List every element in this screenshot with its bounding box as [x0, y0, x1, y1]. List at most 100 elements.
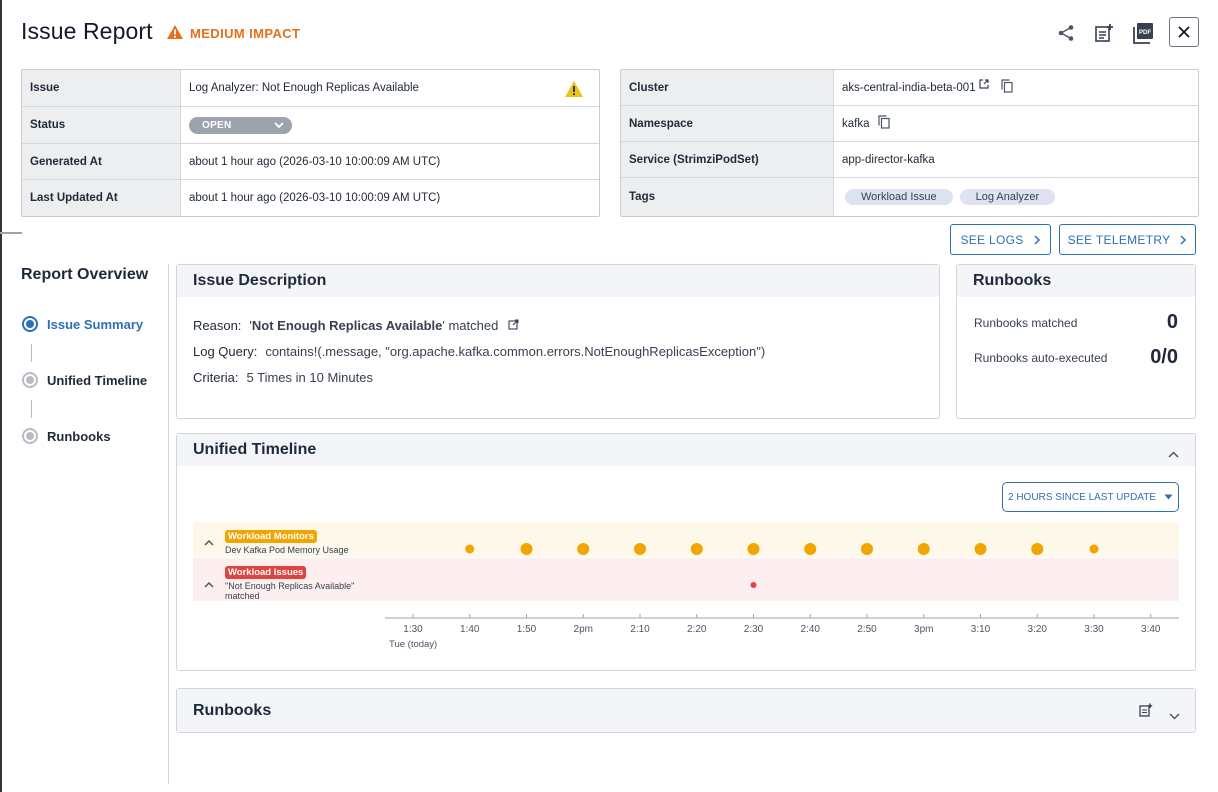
step-runbooks[interactable]: Runbooks	[22, 428, 111, 444]
tags-label: Tags	[621, 178, 834, 216]
cluster-info-table: Cluster aks-central-india-beta-001 Names…	[620, 69, 1199, 217]
tags-row: Tags Workload Issue Log Analyzer	[621, 178, 1198, 216]
tag-chip: Log Analyzer	[959, 189, 1056, 205]
reason-line: Reason: 'Not Enough Replicas Available' …	[193, 318, 519, 333]
monitor-event-dot[interactable]	[1089, 544, 1099, 554]
criteria-value: 5 Times in 10 Minutes	[246, 370, 373, 385]
runbooks-section-title: Runbooks	[177, 689, 1195, 732]
query-line: Log Query: contains!(.message, "org.apac…	[193, 344, 766, 359]
external-link-icon[interactable]	[979, 79, 989, 92]
generated-label: Generated At	[22, 144, 181, 179]
monitor-event-dot[interactable]	[861, 543, 873, 555]
generated-row: Generated At about 1 hour ago (2026-03-1…	[22, 144, 599, 180]
tick-label: 1:30	[403, 624, 423, 635]
updated-row: Last Updated At about 1 hour ago (2026-0…	[22, 180, 599, 216]
lane-subtitle: "Not Enough Replicas Available" matched	[225, 581, 355, 601]
step-active-dot-icon	[22, 316, 38, 332]
issue-description-card: Issue Description Reason: 'Not Enough Re…	[176, 264, 940, 419]
tick-label: 2:30	[743, 624, 764, 635]
tick-label: 2:50	[857, 624, 877, 635]
monitor-event-dot[interactable]	[747, 543, 760, 555]
service-label: Service (StrimziPodSet)	[621, 142, 834, 177]
chevron-right-icon	[1180, 234, 1187, 245]
warning-icon	[166, 24, 184, 43]
monitor-event-dot[interactable]	[634, 543, 646, 555]
copy-icon[interactable]	[877, 115, 890, 132]
timeline-title: Unified Timeline	[177, 434, 1195, 466]
tick-label: 3:30	[1084, 624, 1104, 635]
pdf-icon[interactable]: PDF	[1130, 20, 1156, 46]
status-value: OPEN	[202, 119, 232, 131]
status-label: Status	[22, 107, 181, 143]
status-row: Status OPEN	[22, 107, 599, 144]
copy-icon[interactable]	[1001, 79, 1013, 96]
criteria-line: Criteria: 5 Times in 10 Minutes	[193, 370, 373, 385]
sidebar-divider	[168, 264, 169, 784]
tick-label: 1:50	[516, 624, 537, 635]
external-link-icon[interactable]	[508, 318, 519, 333]
service-row: Service (StrimziPodSet) app-director-kaf…	[621, 142, 1198, 178]
step-unified-timeline[interactable]: Unified Timeline	[22, 372, 147, 388]
monitor-event-dot[interactable]	[520, 543, 533, 555]
share-icon[interactable]	[1053, 20, 1079, 46]
monitor-event-dot[interactable]	[577, 543, 590, 555]
add-note-icon[interactable]	[1091, 20, 1117, 46]
updated-label: Last Updated At	[22, 180, 181, 216]
tick-label: 3:10	[970, 624, 991, 635]
see-logs-button[interactable]: SEE LOGS	[950, 224, 1051, 255]
tick-label: 1:40	[460, 624, 480, 635]
status-dropdown[interactable]: OPEN	[189, 116, 292, 134]
issue-event-dot[interactable]	[750, 582, 757, 588]
namespace-value: kafka	[842, 117, 870, 130]
issue-info-table: Issue Log Analyzer: Not Enough Replicas …	[21, 69, 600, 217]
see-telemetry-button[interactable]: SEE TELEMETRY	[1059, 224, 1196, 255]
runbooks-auto-value: 0/0	[1150, 346, 1178, 368]
monitor-event-dot[interactable]	[1031, 543, 1044, 555]
page-title: Issue Report	[21, 18, 153, 44]
lane-chevron-up-icon[interactable]	[204, 533, 214, 551]
time-range-dropdown[interactable]: 2 HOURS SINCE LAST UPDATE	[1002, 482, 1179, 512]
runbooks-summary-title: Runbooks	[957, 265, 1195, 297]
cluster-label: Cluster	[621, 70, 834, 105]
lane-workload-monitors: Workload Monitors Dev Kafka Pod Memory U…	[193, 522, 1179, 557]
impact-label: MEDIUM IMPACT	[190, 26, 301, 41]
step-issue-summary[interactable]: Issue Summary	[22, 316, 143, 332]
runbooks-summary-card: Runbooks Runbooks matched 0 Runbooks aut…	[956, 264, 1196, 419]
chevron-right-icon	[1034, 234, 1040, 245]
step-dot-icon	[22, 428, 38, 444]
alert-triangle-icon	[564, 80, 584, 101]
tag-chip: Workload Issue	[845, 189, 953, 205]
close-icon	[1178, 26, 1190, 38]
expand-chevron-down-icon[interactable]	[1169, 707, 1180, 725]
caret-down-icon	[1164, 494, 1173, 500]
tick-label: 2:20	[687, 624, 707, 635]
runbooks-section[interactable]: Runbooks	[176, 688, 1196, 733]
monitor-event-dot[interactable]	[804, 543, 817, 555]
tick-label: 3:40	[1141, 624, 1161, 635]
monitor-event-dot[interactable]	[974, 543, 987, 555]
monitor-event-dot[interactable]	[465, 544, 475, 554]
runbooks-auto-label: Runbooks auto-executed	[974, 351, 1108, 365]
close-button[interactable]	[1169, 17, 1199, 47]
lane-subtitle: Dev Kafka Pod Memory Usage	[225, 545, 349, 555]
monitor-event-dot[interactable]	[917, 543, 930, 555]
timeline-day-label: Tue (today)	[389, 639, 438, 650]
impact-badge: MEDIUM IMPACT	[166, 24, 300, 43]
add-note-icon[interactable]	[1139, 703, 1153, 722]
svg-text:PDF: PDF	[1139, 30, 1151, 36]
issue-description-title: Issue Description	[177, 265, 939, 297]
issue-label: Issue	[22, 70, 181, 106]
divider	[0, 232, 22, 234]
lane-chevron-up-icon[interactable]	[204, 575, 214, 593]
namespace-row: Namespace kafka	[621, 106, 1198, 142]
monitor-event-dot[interactable]	[690, 543, 703, 555]
lane-workload-issues: Workload Issues "Not Enough Replicas Ava…	[193, 558, 1179, 601]
overview-title: Report Overview	[21, 266, 149, 283]
runbooks-matched-label: Runbooks matched	[974, 316, 1078, 330]
tick-label: 2pm	[573, 624, 593, 635]
step-connector	[31, 344, 32, 362]
tick-label: 2:10	[630, 624, 650, 635]
tick-label: 2:40	[800, 624, 820, 635]
collapse-chevron-up-icon[interactable]	[1168, 445, 1179, 463]
query-value: contains!(.message, "org.apache.kafka.co…	[265, 344, 766, 359]
